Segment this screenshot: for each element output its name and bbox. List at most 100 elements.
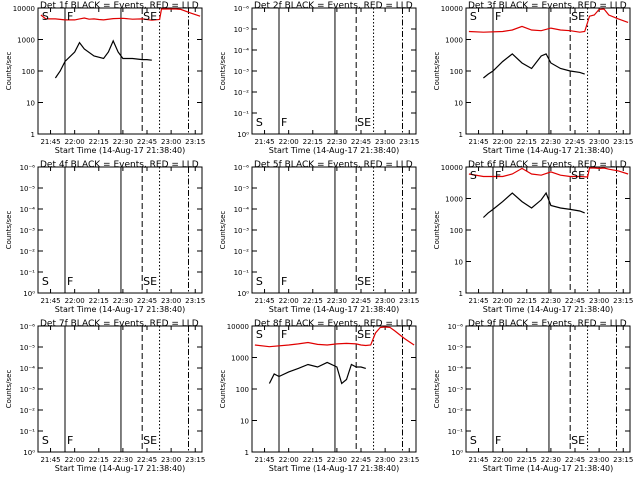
plot-frame: [251, 7, 417, 135]
y-tick-label: 10⁻²: [234, 89, 250, 97]
x-tick-label: 22:00: [279, 456, 299, 464]
y-tick-label: 10⁻³: [234, 68, 250, 76]
x-tick-label: 22:30: [541, 297, 561, 305]
x-axis-label: Start Time (14-Aug-17 21:38:40): [55, 146, 186, 155]
x-tick-label: 22:45: [137, 297, 157, 305]
y-tick-label: 10⁻⁴: [20, 365, 36, 373]
marker-se: SE: [357, 275, 371, 288]
x-axis-label: Start Time (14-Aug-17 21:38:40): [55, 305, 186, 314]
chart-title: Det 5f BLACK = Events, RED = LLD: [254, 160, 413, 170]
lld-series-line: [468, 8, 629, 33]
chart-panel-5: Det 5f BLACK = Events, RED = LLD Counts/s…: [219, 160, 419, 314]
y-tick-label: 10000: [13, 5, 35, 13]
x-tick-label: 22:45: [351, 456, 371, 464]
marker-se: SE: [143, 434, 157, 447]
x-axis-label: Start Time (14-Aug-17 21:38:40): [55, 464, 186, 473]
x-tick-label: 23:15: [613, 456, 633, 464]
x-tick-label: 22:30: [113, 297, 133, 305]
x-tick-label: 23:15: [399, 297, 419, 305]
events-series-line: [54, 39, 152, 79]
x-tick-label: 23:15: [185, 456, 205, 464]
y-tick-label: 10⁻⁶: [234, 164, 250, 172]
chart-title: Det 7f BLACK = Events, RED = LLD: [40, 319, 199, 329]
y-tick-label: 100: [22, 68, 35, 76]
y-tick-label: 10⁰: [23, 290, 35, 298]
marker-s: S: [470, 10, 477, 23]
x-tick-label: 22:30: [541, 138, 561, 146]
marker-s: S: [42, 10, 49, 23]
y-tick-label: 1000: [445, 37, 463, 45]
y-axis-label: Counts/sec: [433, 370, 441, 409]
lld-series-line: [40, 8, 201, 21]
y-tick-label: 10⁻⁶: [20, 323, 36, 331]
x-axis-label: Start Time (14-Aug-17 21:38:40): [269, 464, 400, 473]
x-tick-label: 23:00: [161, 138, 181, 146]
y-tick-label: 1: [459, 131, 463, 139]
y-tick-label: 1000: [17, 37, 35, 45]
y-tick-label: 1000: [445, 196, 463, 204]
x-tick-label: 22:00: [65, 456, 85, 464]
lld-series-line: [468, 167, 629, 178]
y-axis-label: Counts/sec: [433, 52, 441, 91]
y-tick-label: 10⁰: [237, 131, 249, 139]
marker-se: SE: [143, 275, 157, 288]
y-tick-label: 10⁻¹: [234, 269, 250, 277]
y-tick-label: 10⁻²: [234, 248, 250, 256]
x-tick-label: 23:15: [185, 297, 205, 305]
y-axis-label: Counts/sec: [5, 370, 13, 409]
x-axis-label: Start Time (14-Aug-17 21:38:40): [269, 305, 400, 314]
x-tick-label: 22:00: [493, 138, 513, 146]
x-tick-label: 22:15: [517, 456, 537, 464]
x-tick-label: 22:00: [279, 297, 299, 305]
x-tick-label: 23:00: [161, 297, 181, 305]
plot-frame: [465, 7, 631, 135]
y-tick-label: 1: [245, 449, 249, 457]
x-tick-label: 22:30: [327, 456, 347, 464]
plot-frame: [37, 166, 203, 294]
marker-s: S: [470, 169, 477, 182]
y-tick-label: 10⁻⁴: [20, 206, 36, 214]
plot-frame: [465, 325, 631, 453]
marker-s: S: [256, 328, 263, 341]
x-tick-label: 23:00: [589, 138, 609, 146]
marker-f: F: [67, 10, 73, 23]
y-tick-label: 10: [240, 418, 249, 426]
y-tick-label: 10⁻³: [20, 227, 36, 235]
y-tick-label: 100: [236, 386, 249, 394]
y-tick-label: 100: [450, 68, 463, 76]
marker-f: F: [281, 275, 287, 288]
lld-series-line: [254, 326, 415, 348]
chart-title: Det 2f BLACK = Events, RED = LLD: [254, 1, 413, 11]
x-tick-label: 22:45: [137, 138, 157, 146]
x-axis-label: Start Time (14-Aug-17 21:38:40): [269, 146, 400, 155]
chart-panel-1: Det 1f BLACK = Events, RED = LLD Counts/s…: [5, 1, 205, 155]
y-tick-label: 10: [26, 100, 35, 108]
marker-s: S: [256, 275, 263, 288]
marker-s: S: [42, 434, 49, 447]
x-tick-label: 22:30: [113, 138, 133, 146]
x-tick-label: 22:30: [327, 138, 347, 146]
y-tick-label: 10⁻⁶: [20, 164, 36, 172]
x-tick-label: 22:45: [565, 456, 585, 464]
marker-se: SE: [357, 328, 371, 341]
events-series-line: [482, 191, 585, 218]
chart-title: Det 9f BLACK = Events, RED = LLD: [468, 319, 627, 329]
y-tick-label: 10000: [441, 164, 463, 172]
chart-title: Det 3f BLACK = Events, RED = LLD: [468, 1, 627, 11]
marker-f: F: [67, 434, 73, 447]
x-tick-label: 23:15: [613, 138, 633, 146]
plot-frame: [37, 325, 203, 453]
x-tick-label: 22:45: [565, 297, 585, 305]
y-tick-label: 10⁻¹: [234, 110, 250, 118]
marker-se: SE: [571, 10, 585, 23]
x-axis-label: Start Time (14-Aug-17 21:38:40): [483, 464, 614, 473]
x-tick-label: 21:45: [254, 297, 274, 305]
x-tick-label: 22:00: [279, 138, 299, 146]
x-tick-label: 22:00: [493, 456, 513, 464]
y-axis-label: Counts/sec: [219, 211, 227, 250]
chart-panel-2: Det 2f BLACK = Events, RED = LLD Counts/s…: [219, 1, 419, 155]
chart-title: Det 6f BLACK = Events, RED = LLD: [468, 160, 627, 170]
marker-f: F: [67, 275, 73, 288]
